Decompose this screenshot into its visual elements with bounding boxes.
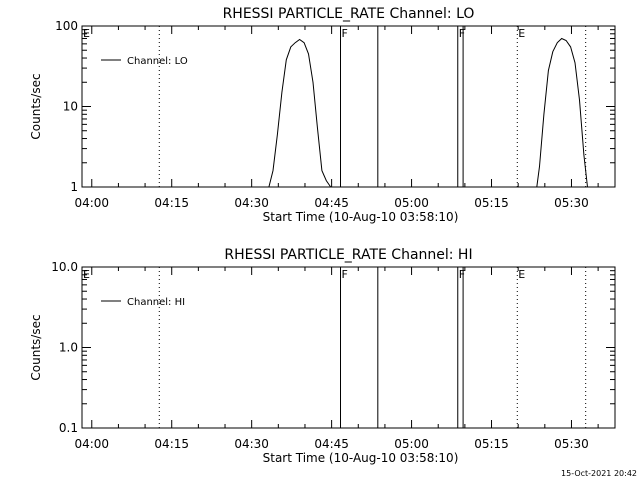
event-marker-label: F xyxy=(342,268,348,281)
y-tick-label: 10.0 xyxy=(51,260,78,274)
event-marker-label: F xyxy=(459,268,465,281)
y-tick-label: 0.1 xyxy=(59,421,78,435)
footer-timestamp: 15-Oct-2021 20:42 xyxy=(561,469,637,478)
panel-lo: RHESSI PARTICLE_RATE Channel: LO 04:00 04:… xyxy=(29,6,616,224)
x-tick-label: 04:15 xyxy=(154,196,189,210)
x-tick-label: 04:15 xyxy=(154,437,189,451)
x-tick-label: 05:30 xyxy=(554,196,589,210)
legend-label: Channel: HI xyxy=(127,297,185,308)
x-tick-label: 05:00 xyxy=(394,196,429,210)
y-tick-label: 1 xyxy=(70,180,78,194)
event-marker-label: E xyxy=(518,268,525,281)
y-tick-label: 100 xyxy=(55,19,78,33)
x-tick-label: 04:00 xyxy=(74,196,109,210)
x-tick-label: 04:45 xyxy=(314,437,349,451)
chart-title: RHESSI PARTICLE_RATE Channel: LO xyxy=(223,6,475,22)
event-marker-label: E xyxy=(83,27,90,40)
y-axis-label: Counts/sec xyxy=(29,73,43,139)
series-line xyxy=(536,37,588,188)
y-tick-label: 10 xyxy=(63,100,78,114)
x-tick-label: 05:15 xyxy=(474,437,509,451)
panel-hi: RHESSI PARTICLE_RATE Channel: HI 04:00 04:… xyxy=(29,247,616,465)
x-tick-label: 04:45 xyxy=(314,196,349,210)
event-marker-label: E xyxy=(518,27,525,40)
x-tick-label: 05:30 xyxy=(554,437,589,451)
x-axis-label: Start Time (10-Aug-10 03:58:10) xyxy=(263,210,459,224)
event-marker-label: F xyxy=(342,27,348,40)
y-axis-label: Counts/sec xyxy=(29,314,43,380)
event-marker-label: E xyxy=(83,268,90,281)
x-tick-label: 04:30 xyxy=(234,437,269,451)
legend-label: Channel: LO xyxy=(127,56,188,67)
x-tick-label: 05:00 xyxy=(394,437,429,451)
x-axis-label: Start Time (10-Aug-10 03:58:10) xyxy=(263,451,459,465)
x-tick-label: 04:00 xyxy=(74,437,109,451)
series-line xyxy=(268,38,332,188)
x-tick-label: 05:15 xyxy=(474,196,509,210)
chart-title: RHESSI PARTICLE_RATE Channel: HI xyxy=(224,247,472,263)
event-marker-label: F xyxy=(459,27,465,40)
x-tick-label: 04:30 xyxy=(234,196,269,210)
y-tick-label: 1.0 xyxy=(59,341,78,355)
